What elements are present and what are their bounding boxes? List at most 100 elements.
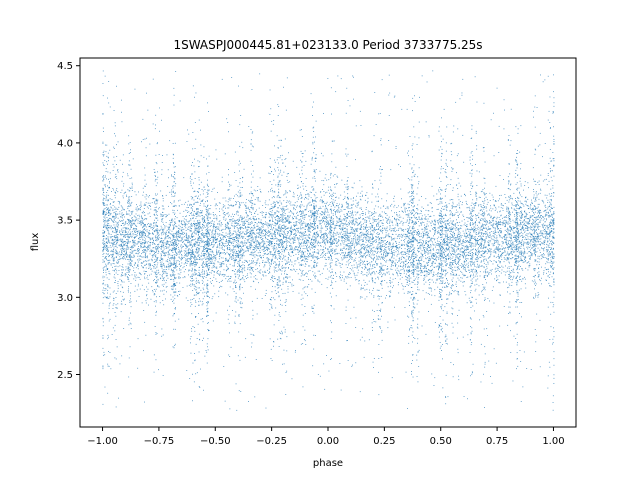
data-point <box>449 263 451 265</box>
data-point <box>191 270 192 272</box>
data-point <box>534 216 536 218</box>
data-point <box>452 272 454 273</box>
data-point <box>354 224 355 226</box>
data-point <box>480 220 482 221</box>
data-point <box>274 222 275 224</box>
data-point <box>317 213 319 215</box>
data-point <box>466 240 467 242</box>
data-point <box>251 232 253 234</box>
data-point <box>210 205 212 206</box>
data-point <box>428 287 430 289</box>
data-point <box>169 260 171 262</box>
data-point <box>510 233 512 235</box>
data-point <box>399 246 401 248</box>
data-point <box>179 233 181 234</box>
data-point <box>162 273 164 275</box>
data-point <box>178 227 180 229</box>
data-point <box>417 213 419 214</box>
data-point <box>398 219 400 221</box>
data-point <box>539 241 541 242</box>
data-point <box>428 259 429 261</box>
data-point <box>239 268 240 270</box>
data-point <box>216 252 217 254</box>
data-point <box>285 209 287 210</box>
data-point <box>473 277 475 279</box>
data-point <box>490 254 492 256</box>
data-point <box>381 302 383 303</box>
data-point <box>523 251 525 253</box>
data-point <box>529 219 530 221</box>
data-point <box>333 278 334 279</box>
data-point <box>538 261 540 263</box>
data-point <box>327 210 329 212</box>
data-point <box>450 258 452 260</box>
data-point <box>141 236 142 238</box>
data-point <box>339 228 340 229</box>
data-point <box>265 200 267 202</box>
data-point <box>125 237 126 238</box>
data-point <box>385 236 386 238</box>
data-point <box>408 233 410 234</box>
data-point <box>450 223 452 225</box>
data-point <box>172 244 174 245</box>
data-point <box>222 243 224 245</box>
data-point <box>308 195 310 197</box>
data-point <box>441 256 443 258</box>
data-point <box>268 232 270 234</box>
data-point <box>189 226 191 228</box>
data-point <box>262 235 264 237</box>
data-point <box>419 239 421 241</box>
data-point <box>474 271 476 273</box>
data-point <box>309 247 311 249</box>
data-point <box>304 209 306 211</box>
data-point <box>437 273 439 275</box>
data-point <box>163 252 165 254</box>
data-point <box>519 207 521 208</box>
data-point <box>282 214 284 216</box>
data-point <box>467 207 469 209</box>
data-point <box>276 238 278 240</box>
data-point <box>419 241 421 243</box>
data-point <box>133 242 135 244</box>
data-point <box>308 246 309 248</box>
data-point <box>290 233 292 235</box>
data-point <box>221 279 223 281</box>
data-point <box>358 280 360 281</box>
data-point <box>407 250 409 252</box>
data-point <box>168 213 170 215</box>
data-point <box>171 268 172 270</box>
data-point <box>230 204 232 206</box>
data-point <box>116 226 118 227</box>
data-point <box>319 216 320 218</box>
data-point <box>485 233 487 234</box>
data-point <box>129 262 131 264</box>
data-point <box>241 246 242 248</box>
data-point <box>131 245 132 247</box>
data-point <box>171 262 172 264</box>
data-point <box>107 212 109 214</box>
data-point <box>309 237 311 239</box>
data-point <box>507 223 509 225</box>
data-point <box>470 219 471 221</box>
data-point <box>127 268 129 270</box>
data-point <box>424 217 426 219</box>
data-point <box>307 225 308 226</box>
data-point <box>195 248 197 250</box>
data-point <box>191 233 193 235</box>
data-point <box>290 231 292 232</box>
data-point <box>528 218 529 219</box>
data-point <box>339 221 341 222</box>
data-point <box>486 276 488 277</box>
data-point <box>236 271 238 273</box>
data-point <box>426 268 427 270</box>
data-point <box>299 250 300 252</box>
data-point <box>386 226 388 228</box>
data-point <box>218 296 220 298</box>
data-point <box>518 208 520 210</box>
data-point <box>499 198 500 200</box>
data-point <box>294 248 295 250</box>
data-point <box>373 250 375 252</box>
data-point <box>249 248 251 250</box>
data-point <box>498 249 499 251</box>
data-point <box>463 248 465 250</box>
